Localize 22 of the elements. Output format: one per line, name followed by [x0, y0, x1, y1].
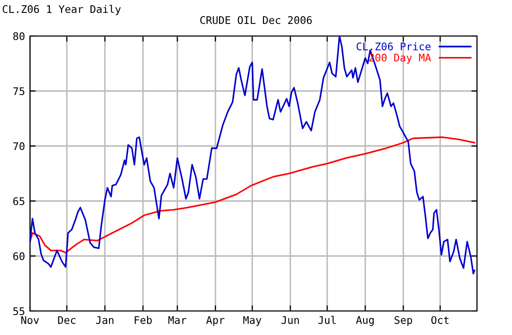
- x-tick-label: Feb: [134, 316, 152, 324]
- y-tick-label: 70: [13, 142, 24, 150]
- legend-label: CL.Z06 Price: [356, 42, 431, 50]
- y-tick-label: 80: [13, 32, 24, 40]
- x-tick-label: Jun: [281, 316, 299, 324]
- x-tick-label: Sep: [394, 316, 412, 326]
- y-tick-label: 55: [13, 307, 24, 316]
- y-tick-label: 60: [13, 252, 24, 260]
- x-tick-label: May: [243, 316, 262, 326]
- line-series: [30, 136, 476, 254]
- x-tick-label: Mar: [168, 316, 186, 324]
- x-tick-label: Dec: [58, 316, 76, 324]
- x-tick-label: Jan: [96, 316, 114, 324]
- y-tick-label: 75: [13, 87, 24, 96]
- x-tick-label: Jul: [318, 316, 336, 324]
- x-tick-label: Aug: [356, 316, 374, 326]
- text: CL.Z06 1 Year Daily: [2, 4, 121, 16]
- x-tick-label: Oct: [431, 316, 449, 324]
- x-tick-label: Apr: [206, 316, 224, 326]
- chart-title: CRUDE OIL Dec 2006: [200, 16, 312, 24]
- x-tick-label: Nov: [21, 316, 39, 324]
- y-tick-label: 65: [13, 197, 24, 206]
